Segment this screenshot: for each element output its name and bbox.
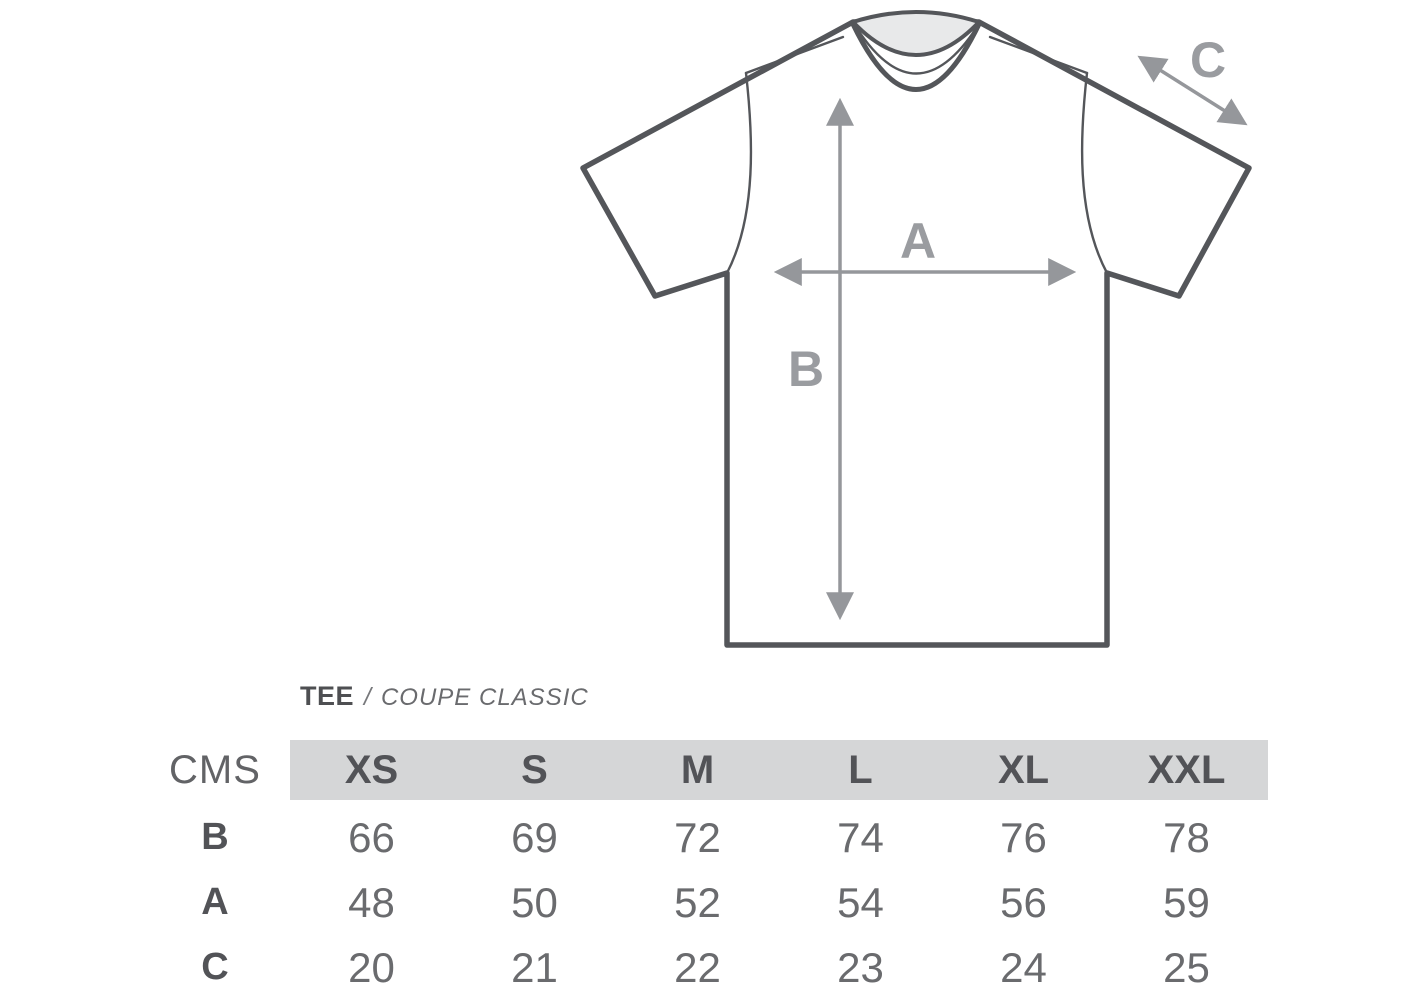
row-label-b: B [201, 816, 229, 858]
size-table: CMS XS S M L XL XXL B 66 69 72 74 76 78 … [140, 740, 1268, 1000]
title-separator: / [364, 683, 371, 711]
size-value: 72 [674, 813, 721, 861]
tshirt-illustration [580, 10, 1252, 648]
size-col-header-xs: XS [290, 740, 453, 800]
left-shoulder-seam [744, 35, 845, 75]
measurement-arrows: A B C [773, 32, 1248, 621]
size-value: 52 [674, 878, 721, 926]
size-value: 54 [837, 878, 884, 926]
collar-outer-edge [850, 21, 982, 92]
size-value: 20 [348, 943, 395, 991]
row-label-c: C [201, 946, 229, 988]
size-value: 59 [1163, 878, 1210, 926]
size-value: 48 [348, 878, 395, 926]
size-col-header-xl: XL [942, 740, 1105, 800]
size-value: 25 [1163, 943, 1210, 991]
size-col-header-m: M [616, 740, 779, 800]
size-col-header-xxl: XXL [1105, 740, 1268, 800]
size-value: 69 [511, 813, 558, 861]
size-value: 24 [1000, 943, 1047, 991]
size-value: 66 [348, 813, 395, 861]
product-fit: COUPE CLASSIC [380, 684, 589, 711]
size-value: 22 [674, 943, 721, 991]
size-value: 78 [1163, 813, 1210, 861]
size-value: 21 [511, 943, 558, 991]
left-armhole-seam [725, 71, 753, 275]
size-value: 50 [511, 878, 558, 926]
size-col-header-s: S [453, 740, 616, 800]
tshirt-body-outline [580, 19, 1252, 648]
size-value: 56 [1000, 878, 1047, 926]
measure-label-b: B [788, 341, 824, 397]
tshirt-measurement-diagram: A B C [580, 10, 1252, 648]
measure-label-c: C [1190, 32, 1226, 88]
unit-label: CMS [169, 747, 261, 792]
product-name: TEE [300, 681, 355, 711]
collar-rib-seam [854, 25, 979, 75]
size-value: 74 [837, 813, 884, 861]
row-label-a: A [201, 881, 229, 923]
measure-label-a: A [900, 213, 936, 269]
sleeve-arrow-c [1137, 55, 1248, 126]
size-value: 76 [1000, 813, 1047, 861]
size-col-header-l: L [779, 740, 942, 800]
right-armhole-seam [1080, 71, 1109, 275]
size-value: 23 [837, 943, 884, 991]
product-title: TEE / COUPE CLASSIC [300, 681, 589, 712]
right-shoulder-seam [988, 35, 1089, 75]
